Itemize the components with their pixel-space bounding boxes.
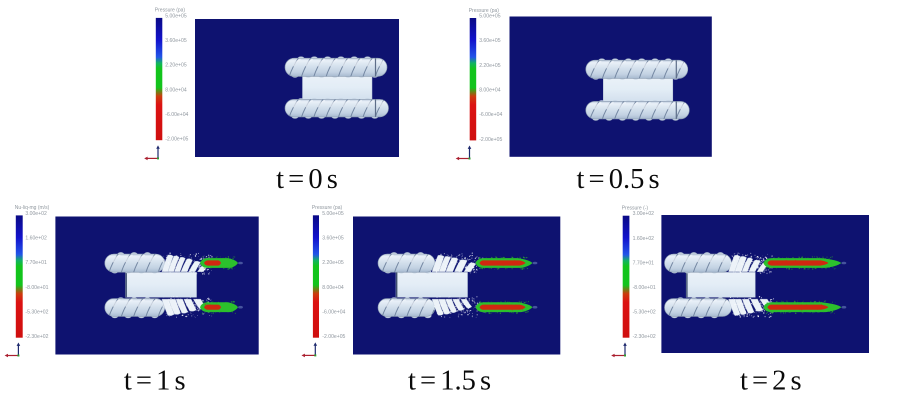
svg-text:8.00e+04: 8.00e+04 xyxy=(479,88,501,94)
svg-text:t = 1.5 s: t = 1.5 s xyxy=(408,366,491,397)
svg-text:-5.30e+02: -5.30e+02 xyxy=(25,310,48,316)
svg-text:3.00e+02: 3.00e+02 xyxy=(633,211,655,217)
svg-text:-2.30e+02: -2.30e+02 xyxy=(25,334,48,340)
svg-text:-2.00e+05: -2.00e+05 xyxy=(479,137,502,143)
svg-text:t = 2 s: t = 2 s xyxy=(740,366,802,397)
svg-text:7.70e+01: 7.70e+01 xyxy=(633,260,655,266)
svg-text:Pressure (-): Pressure (-) xyxy=(622,206,649,212)
svg-text:-6.00e+04: -6.00e+04 xyxy=(322,310,345,316)
svg-text:Pressure (pa): Pressure (pa) xyxy=(155,8,186,14)
svg-text:-2.00e+05: -2.00e+05 xyxy=(322,334,345,340)
svg-text:7.70e+01: 7.70e+01 xyxy=(25,260,47,266)
svg-text:2.20e+05: 2.20e+05 xyxy=(479,63,501,69)
svg-text:-5.30e+02: -5.30e+02 xyxy=(633,310,656,316)
svg-text:5.00e+05: 5.00e+05 xyxy=(479,14,501,20)
svg-text:5.00e+05: 5.00e+05 xyxy=(165,13,187,19)
svg-text:2.20e+05: 2.20e+05 xyxy=(322,260,344,266)
svg-text:1.60e+02: 1.60e+02 xyxy=(25,236,47,242)
svg-text:2.20e+05: 2.20e+05 xyxy=(165,63,187,69)
svg-text:Pressure (pa): Pressure (pa) xyxy=(469,8,500,14)
svg-text:3.60e+05: 3.60e+05 xyxy=(165,38,187,44)
svg-text:t = 0 s: t = 0 s xyxy=(276,164,338,195)
svg-text:3.60e+05: 3.60e+05 xyxy=(322,236,344,242)
svg-text:3.00e+02: 3.00e+02 xyxy=(25,211,47,217)
svg-text:8.00e+04: 8.00e+04 xyxy=(165,87,187,93)
svg-text:-2.00e+05: -2.00e+05 xyxy=(165,137,188,143)
svg-text:-6.00e+04: -6.00e+04 xyxy=(479,112,502,118)
svg-text:t = 0.5 s: t = 0.5 s xyxy=(576,164,659,195)
svg-text:5.00e+05: 5.00e+05 xyxy=(322,211,344,217)
svg-text:3.60e+05: 3.60e+05 xyxy=(479,38,501,44)
svg-text:-8.00e+01: -8.00e+01 xyxy=(633,285,656,291)
svg-text:-6.00e+04: -6.00e+04 xyxy=(165,112,188,118)
svg-text:Pressure (pa): Pressure (pa) xyxy=(312,205,343,211)
svg-text:-8.00e+01: -8.00e+01 xyxy=(25,285,48,291)
svg-text:8.00e+04: 8.00e+04 xyxy=(322,285,344,291)
svg-text:-2.30e+02: -2.30e+02 xyxy=(633,334,656,340)
svg-text:Nu-liq-mg (m/s): Nu-liq-mg (m/s) xyxy=(15,205,50,211)
svg-text:1.60e+02: 1.60e+02 xyxy=(633,236,655,242)
svg-text:t = 1 s: t = 1 s xyxy=(124,366,186,397)
